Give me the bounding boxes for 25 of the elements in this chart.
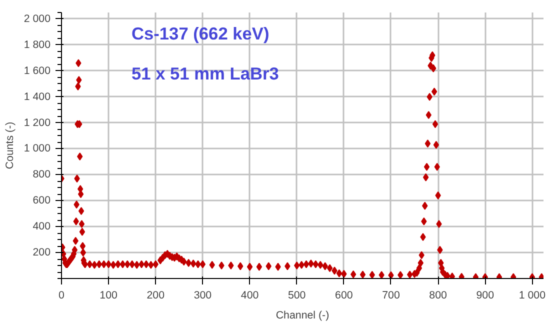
y-tick-label: 1 400: [24, 90, 51, 103]
x-tick-label: 100: [100, 290, 118, 302]
x-axis-title: Channel (-): [276, 310, 330, 322]
y-tick-label: 200: [32, 246, 51, 259]
y-tick-label: 600: [32, 194, 51, 207]
annotation: Cs-137 (662 keV): [132, 24, 270, 44]
annotation: 51 x 51 mm LaBr3: [132, 64, 280, 84]
y-tick-label: 1 800: [24, 38, 51, 51]
x-tick-label: 300: [194, 290, 212, 302]
x-tick-label: 400: [240, 290, 259, 302]
x-tick-label: 0: [58, 290, 65, 302]
y-tick-label: 400: [32, 220, 51, 233]
y-tick-label: 1 200: [24, 116, 51, 129]
x-tick-label: 700: [382, 290, 400, 302]
x-tick-label: 200: [146, 290, 165, 302]
y-tick-label: 1 000: [24, 142, 51, 155]
x-tick-label: 900: [476, 290, 494, 302]
y-axis-title: Counts (-): [4, 122, 16, 170]
y-tick-label: 1 600: [24, 64, 51, 77]
x-tick-label: 1 000: [518, 290, 546, 302]
x-tick-label: 800: [429, 290, 448, 302]
y-tick-label: 800: [32, 168, 51, 181]
x-tick-label: 500: [288, 290, 306, 302]
y-tick-label: 2 000: [24, 12, 51, 25]
x-tick-label: 600: [335, 290, 353, 302]
